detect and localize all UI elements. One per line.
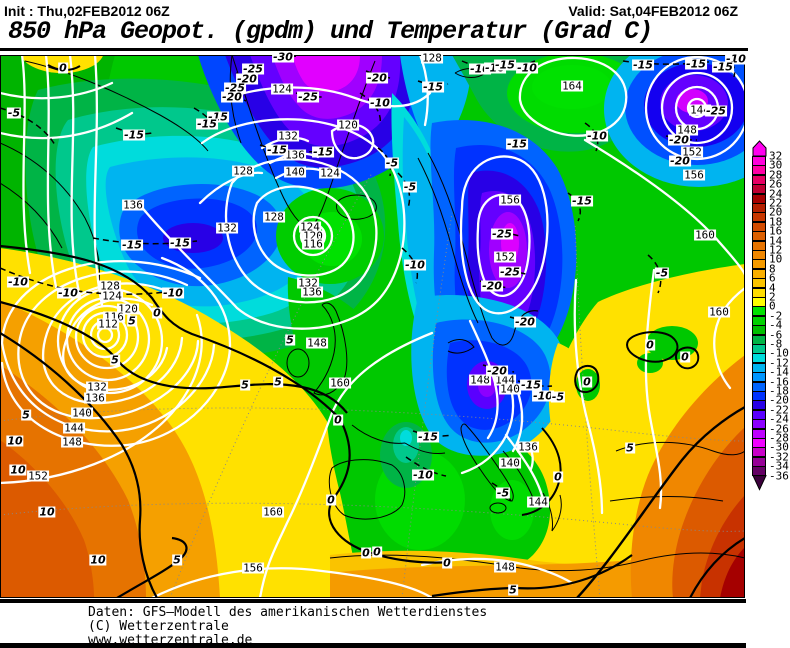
colorbar-tick-label: -8 <box>769 337 783 351</box>
colorbar-tick-label: -6 <box>769 328 783 342</box>
temperature-colorbar: 32 30 28 26 24 22 20 18 16 14 12 10 8 6 4 2 0 -2 -4 -6 -8 -10… <box>752 140 790 505</box>
title-underline <box>0 48 748 51</box>
colorbar-tick-label: -12 <box>769 356 789 370</box>
colorbar-tick-label: 10 <box>769 252 783 266</box>
colorbar-tick-label: -20 <box>769 393 789 407</box>
colorbar-box <box>752 466 766 477</box>
colorbar-tick-label: -24 <box>769 412 789 426</box>
colorbar-tick-label: 28 <box>769 168 783 182</box>
footer-copyright: (C) Wetterzentrale <box>88 619 229 634</box>
temperature-field <box>0 55 745 598</box>
divider-bar-top <box>0 599 746 603</box>
colorbar-tick-label: 14 <box>769 234 783 248</box>
colorbar-tick-label: 20 <box>769 205 783 219</box>
colorbar-tick-label: 12 <box>769 243 783 257</box>
colorbar-tick-label: -26 <box>769 422 789 436</box>
colorbar-tick-label: 32 <box>769 149 783 163</box>
map-canvas <box>0 55 745 598</box>
colorbar-tick-label: -34 <box>769 459 789 473</box>
divider-bar-bottom <box>0 643 746 648</box>
colorbar-tick-label: -30 <box>769 440 789 454</box>
colorbar-tick-label: 30 <box>769 158 783 172</box>
colorbar-tick-label: 4 <box>769 281 776 295</box>
colorbar-tick-label: -10 <box>769 346 789 360</box>
colorbar-tick-label: 2 <box>769 290 776 304</box>
colorbar-tick-label: -36 <box>769 469 789 483</box>
chart-title: 850 hPa Geopot. (gpdm) und Temperatur (G… <box>8 17 653 46</box>
colorbar-arrow-top <box>752 140 767 157</box>
colorbar-tick-label: 26 <box>769 177 783 191</box>
colorbar-tick-label: -2 <box>769 309 783 323</box>
colorbar-tick-label: -14 <box>769 365 789 379</box>
init-time-label: Init : Thu,02FEB2012 06Z <box>4 3 170 19</box>
colorbar-tick-label: 22 <box>769 196 783 210</box>
colorbar-tick-label: 6 <box>769 271 776 285</box>
colorbar-tick-label: 0 <box>769 299 776 313</box>
colorbar-tick-label: -28 <box>769 431 789 445</box>
valid-time-label: Valid: Sat,04FEB2012 06Z <box>568 3 738 19</box>
colorbar-tick-label: -22 <box>769 403 789 417</box>
colorbar-tick-label: 24 <box>769 187 783 201</box>
colorbar-tick-label: -18 <box>769 384 789 398</box>
colorbar-tick-label: 16 <box>769 224 783 238</box>
colorbar-tick-label: -32 <box>769 450 789 464</box>
colorbar-tick-label: -4 <box>769 318 783 332</box>
colorbar-arrow-bottom <box>752 475 767 491</box>
colorbar-tick-label: 18 <box>769 215 783 229</box>
map-border <box>0 55 745 598</box>
footer-source: Daten: GFS—Modell des amerikanischen Wet… <box>88 605 488 620</box>
colorbar-tick-label: -16 <box>769 375 789 389</box>
colorbar-tick-label: 8 <box>769 262 776 276</box>
